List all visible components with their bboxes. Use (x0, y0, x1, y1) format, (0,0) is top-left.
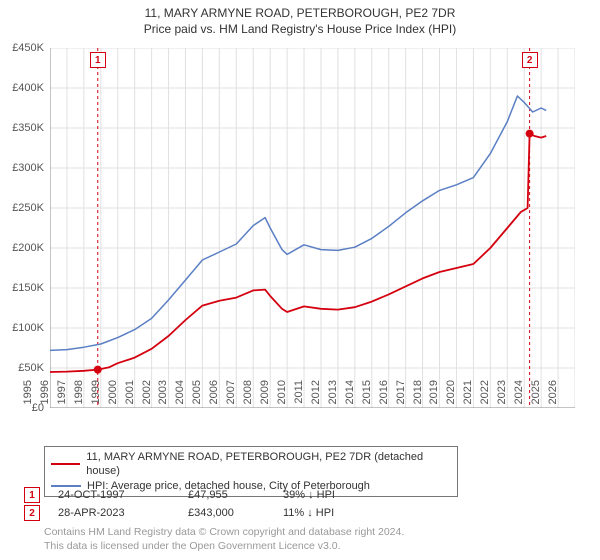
legend-row-1: 11, MARY ARMYNE ROAD, PETERBOROUGH, PE2 … (51, 450, 451, 479)
marker-badge-1-num: 1 (29, 490, 35, 501)
titles: 11, MARY ARMYNE ROAD, PETERBOROUGH, PE2 … (0, 0, 600, 36)
marker-1-pct: 39% ↓ HPI (283, 489, 383, 501)
legend-swatch-1 (51, 463, 80, 465)
x-tick-label: 1995 (22, 380, 34, 410)
y-tick-label: £250K (4, 202, 44, 214)
y-tick-label: £400K (4, 82, 44, 94)
y-tick-label: £150K (4, 282, 44, 294)
chart-plot-area (50, 48, 575, 408)
marker-row-2: 2 28-APR-2023 £343,000 11% ↓ HPI (24, 504, 383, 522)
chart-container: 11, MARY ARMYNE ROAD, PETERBOROUGH, PE2 … (0, 0, 600, 560)
footer-line-2: This data is licensed under the Open Gov… (44, 540, 404, 554)
marker-row-1: 1 24-OCT-1997 £47,955 39% ↓ HPI (24, 486, 383, 504)
chart-svg (50, 48, 575, 408)
footer: Contains HM Land Registry data © Crown c… (44, 526, 404, 553)
marker-2-price: £343,000 (188, 507, 283, 519)
y-tick-label: £200K (4, 242, 44, 254)
marker-badge-2-num: 2 (29, 508, 35, 519)
y-tick-label: £50K (4, 362, 44, 374)
y-tick-label: £450K (4, 42, 44, 54)
marker-badge-2: 2 (24, 505, 40, 521)
legend-label-1: 11, MARY ARMYNE ROAD, PETERBOROUGH, PE2 … (86, 450, 451, 479)
y-tick-label: £100K (4, 322, 44, 334)
chart-marker-badge: 2 (522, 52, 538, 68)
marker-badge-1: 1 (24, 487, 40, 503)
footer-line-1: Contains HM Land Registry data © Crown c… (44, 526, 404, 540)
y-tick-label: £350K (4, 122, 44, 134)
chart-subtitle: Price paid vs. HM Land Registry's House … (0, 22, 600, 36)
marker-table: 1 24-OCT-1997 £47,955 39% ↓ HPI 2 28-APR… (24, 486, 383, 522)
chart-title: 11, MARY ARMYNE ROAD, PETERBOROUGH, PE2 … (0, 6, 600, 20)
y-tick-label: £300K (4, 162, 44, 174)
marker-2-date: 28-APR-2023 (58, 507, 188, 519)
marker-2-pct: 11% ↓ HPI (283, 507, 383, 519)
marker-1-date: 24-OCT-1997 (58, 489, 188, 501)
marker-1-price: £47,955 (188, 489, 283, 501)
chart-marker-badge: 1 (90, 52, 106, 68)
